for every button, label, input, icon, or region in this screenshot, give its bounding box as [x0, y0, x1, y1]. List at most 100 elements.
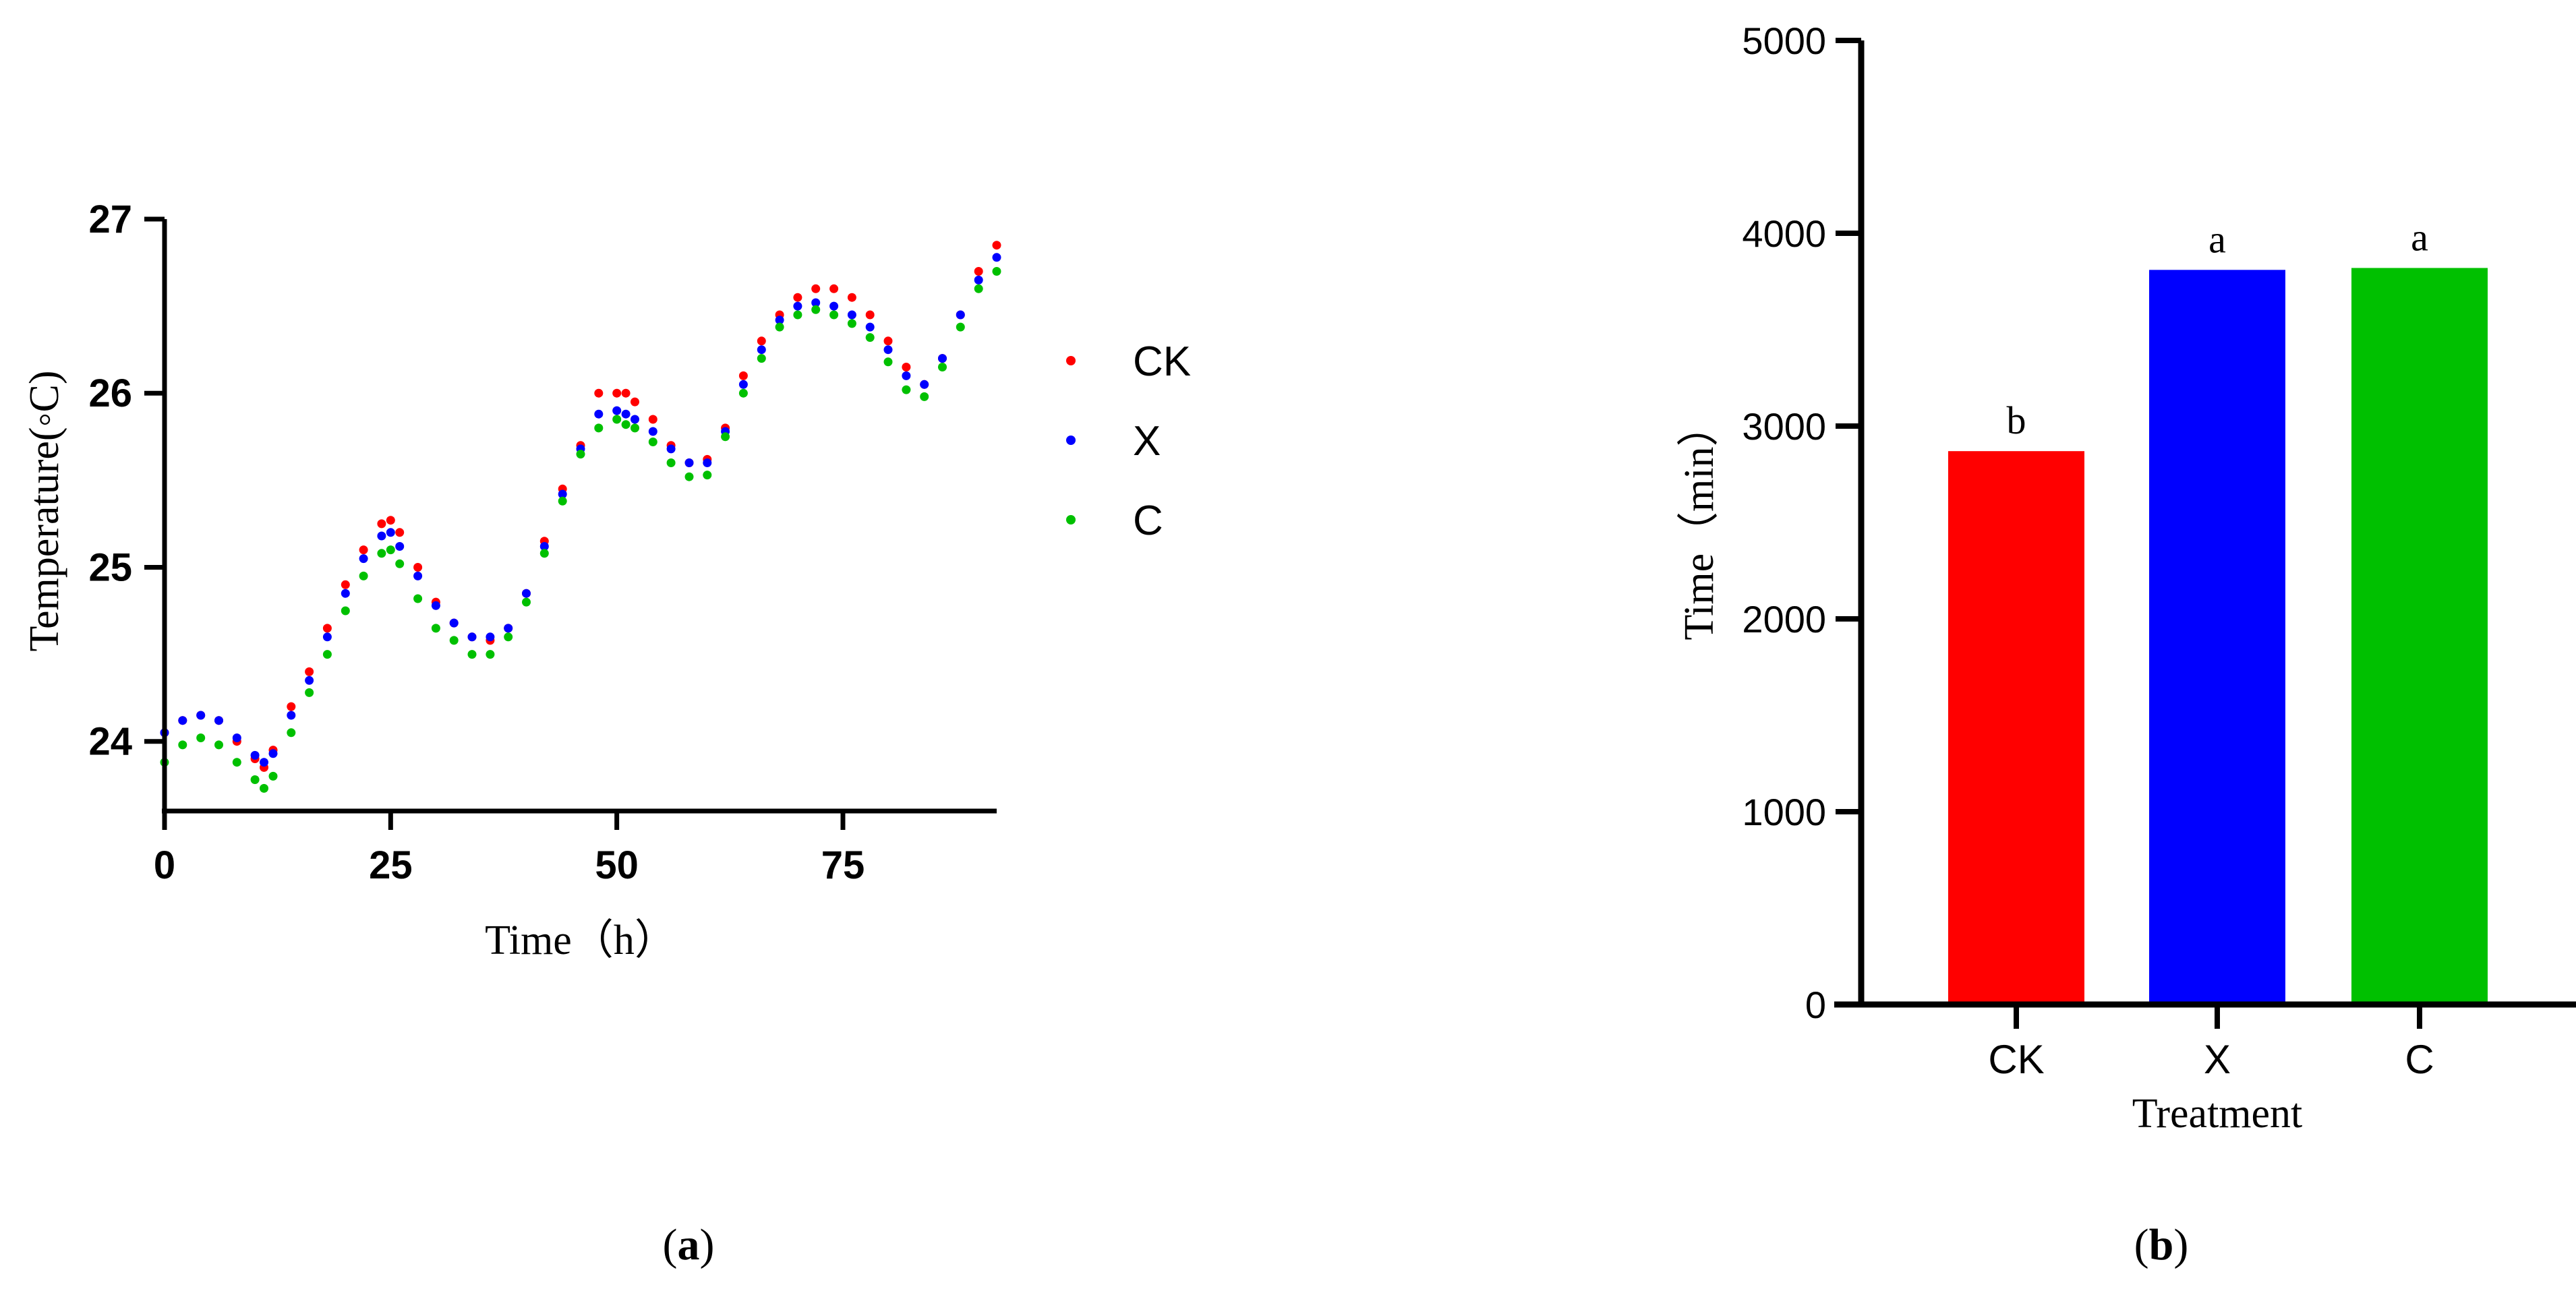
- legend-label-C: C: [1133, 498, 1163, 544]
- scatter-point-X: [504, 624, 513, 633]
- bar-CK: [1948, 451, 2084, 1005]
- scatter-point-CK: [648, 415, 657, 424]
- scatter-point-X: [431, 601, 440, 610]
- scatter-point-CK: [811, 284, 821, 293]
- scatter-point-C: [721, 432, 730, 442]
- panel-label-a: (a): [663, 1220, 715, 1269]
- scatter-point-C: [377, 549, 386, 558]
- y-tick-label: 27: [88, 198, 132, 241]
- scatter-point-CK: [621, 388, 631, 398]
- scatter-point-CK: [377, 519, 386, 529]
- scatter-point-C: [938, 363, 947, 371]
- scatter-point-C: [621, 420, 631, 429]
- scatter-y-axis-title: Temperature(◦C): [22, 371, 67, 652]
- scatter-point-C: [449, 636, 459, 645]
- y-tick-label: 4000: [1742, 212, 1826, 255]
- scatter-point-C: [250, 775, 260, 784]
- scatter-point-C: [757, 354, 766, 363]
- scatter-point-X: [232, 733, 241, 742]
- scatter-point-X: [413, 571, 423, 580]
- scatter-point-CK: [322, 624, 332, 633]
- scatter-point-CK: [413, 563, 423, 572]
- scatter-point-X: [214, 716, 223, 725]
- scatter-point-C: [974, 284, 983, 293]
- scatter-point-C: [811, 305, 821, 314]
- scatter-point-C: [684, 472, 694, 481]
- scatter-point-C: [902, 385, 911, 394]
- scatter-point-X: [648, 427, 657, 436]
- scatter-point-CK: [631, 397, 639, 407]
- scatter-point-C: [178, 740, 187, 750]
- bar-ticks: 0 1000 2000 3000 4000 5000 CK X C: [1742, 20, 2434, 1082]
- scatter-point-C: [920, 392, 929, 401]
- scatter-point-X: [883, 345, 893, 355]
- scatter-x-axis-title: Time（h）: [485, 918, 676, 963]
- scatter-point-C: [214, 740, 223, 750]
- scatter-point-X: [486, 632, 495, 642]
- scatter-point-C: [558, 496, 567, 506]
- legend-label-X: X: [1133, 418, 1161, 464]
- scatter-point-C: [260, 783, 268, 793]
- scatter-point-C: [703, 471, 712, 480]
- bar-x-axis-title: Treatment: [2132, 1091, 2303, 1137]
- scatter-point-X: [341, 589, 350, 598]
- scatter-point-X: [684, 458, 694, 467]
- y-tick-label: 0: [1805, 984, 1826, 1026]
- scatter-point-C: [486, 650, 495, 659]
- y-tick-label: 3000: [1742, 405, 1826, 448]
- bar-X: [2149, 270, 2285, 1005]
- scatter-point-X: [631, 415, 639, 424]
- scatter-point-X: [268, 749, 278, 758]
- scatter-point-C: [594, 423, 604, 433]
- scatter-ticks: 0 25 50 75 24 25 26 27: [88, 198, 865, 887]
- y-tick-label: 5000: [1742, 20, 1826, 62]
- scatter-point-X: [612, 406, 622, 415]
- scatter-point-CK: [902, 363, 911, 371]
- scatter-point-C: [322, 650, 332, 659]
- scatter-legend: CK XC: [1066, 338, 1191, 544]
- scatter-point-X: [956, 310, 965, 320]
- scatter-point-C: [359, 571, 368, 580]
- scatter-point-CK: [359, 545, 368, 555]
- scatter-point-C: [467, 650, 477, 659]
- scatter-point-X: [938, 354, 947, 363]
- scatter-point-X: [621, 409, 631, 419]
- legend-marker-C: [1066, 515, 1076, 524]
- scatter-point-C: [847, 319, 856, 328]
- scatter-point-X: [305, 676, 314, 685]
- y-tick-label: 1000: [1742, 791, 1826, 833]
- legend-label-CK: CK: [1133, 338, 1191, 385]
- scatter-point-C: [395, 559, 405, 568]
- scatter-point-C: [883, 357, 893, 367]
- scatter-point-C: [522, 597, 531, 607]
- scatter-point-CK: [974, 267, 983, 276]
- scatter-point-C: [775, 322, 784, 332]
- scatter-point-CK: [847, 293, 856, 302]
- scatter-point-C: [666, 458, 676, 467]
- scatter-point-C: [648, 438, 657, 446]
- scatter-point-X: [377, 531, 386, 541]
- scatter-point-C: [738, 388, 748, 398]
- scatter-point-X: [287, 711, 296, 720]
- bar-C: [2351, 268, 2488, 1005]
- scatter-point-C: [386, 545, 395, 555]
- panel-label-b: (b): [2134, 1220, 2189, 1269]
- scatter-point-X: [250, 750, 260, 760]
- scatter-point-X: [539, 542, 549, 551]
- x-tick-label: C: [2405, 1037, 2434, 1082]
- scatter-point-X: [738, 380, 748, 389]
- scatter-point-CK: [341, 580, 350, 589]
- scatter-point-CK: [829, 284, 839, 293]
- scatter-point-X: [775, 316, 784, 325]
- scatter-point-C: [504, 632, 513, 642]
- scatter-point-X: [522, 589, 531, 598]
- scatter-point-CK: [793, 293, 802, 302]
- scatter-point-CK: [612, 388, 622, 398]
- scatter-point-X: [865, 322, 875, 332]
- scatter-point-C: [196, 733, 206, 742]
- scatter-point-CK: [594, 388, 604, 398]
- scatter-point-C: [305, 688, 314, 697]
